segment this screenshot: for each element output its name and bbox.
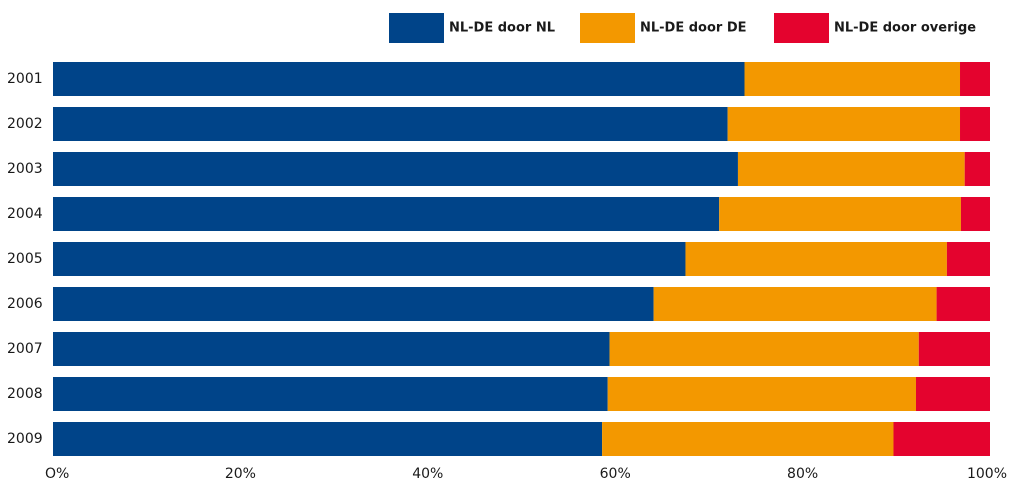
y-tick-label: 2003 — [7, 161, 43, 177]
legend-swatch — [580, 13, 635, 43]
bar-segment — [653, 287, 937, 321]
bar-segment — [960, 197, 990, 231]
x-tick-label: 40% — [412, 466, 443, 482]
bar-segment — [53, 242, 686, 276]
bar-segment — [960, 62, 990, 96]
bar-segment — [53, 62, 745, 96]
bar-segment — [53, 152, 738, 186]
y-tick-label: 2006 — [7, 296, 43, 312]
legend-label: NL-DE door DE — [640, 21, 747, 36]
bar-segment — [893, 422, 990, 456]
bar-segment — [719, 197, 961, 231]
bar-segment — [53, 332, 610, 366]
x-tick-label: 80% — [787, 466, 818, 482]
bar-segment — [602, 422, 894, 456]
bar-segment — [936, 287, 990, 321]
y-axis-labels: 2001 2002 2003 2004 2005 2006 2007 2008 2009 — [7, 71, 43, 447]
bar-segment — [960, 107, 990, 141]
x-tick-label: 20% — [225, 466, 256, 482]
y-tick-label: 2002 — [7, 116, 43, 132]
y-tick-label: 2009 — [7, 431, 43, 447]
y-tick-label: 2007 — [7, 341, 43, 357]
bar-segment — [964, 152, 990, 186]
legend-swatch — [774, 13, 829, 43]
x-tick-label: 60% — [600, 466, 631, 482]
bar-segment — [53, 377, 608, 411]
y-tick-label: 2001 — [7, 71, 43, 87]
legend-label: NL-DE door overige — [834, 21, 976, 36]
bar-segment — [737, 152, 965, 186]
bar-segment — [53, 287, 654, 321]
bar-segment — [727, 107, 961, 141]
bar-segment — [53, 107, 728, 141]
bar-segment — [53, 422, 603, 456]
y-tick-label: 2005 — [7, 251, 43, 267]
bar-segment — [685, 242, 947, 276]
bar-segment — [53, 197, 720, 231]
bar-segment — [607, 377, 916, 411]
bar-segment — [918, 332, 990, 366]
bar-segment — [744, 62, 961, 96]
bar-segment — [915, 377, 990, 411]
legend-label: NL-DE door NL — [449, 21, 555, 36]
bar-segment — [609, 332, 919, 366]
legend: NL-DE door NL NL-DE door DE NL-DE door ove… — [389, 13, 976, 43]
bars — [53, 62, 990, 456]
legend-swatch — [389, 13, 444, 43]
x-tick-label: 100% — [967, 466, 1007, 482]
x-axis-labels: O% 20% 40% 60% 80% 100% — [45, 466, 1007, 482]
y-tick-label: 2004 — [7, 206, 43, 222]
y-tick-label: 2008 — [7, 386, 43, 402]
x-tick-label: O% — [45, 466, 69, 482]
bar-segment — [946, 242, 990, 276]
